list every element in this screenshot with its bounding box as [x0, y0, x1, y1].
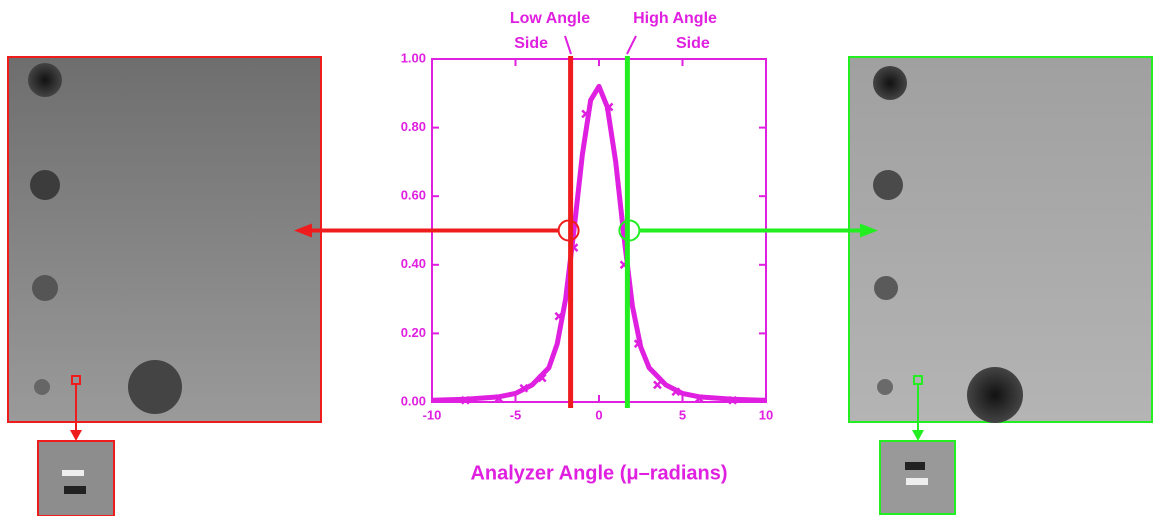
- data-point: [653, 380, 662, 390]
- data-point: [671, 387, 681, 397]
- data-point: [519, 383, 529, 393]
- y-tick-label: 1.00: [401, 50, 426, 65]
- data-point: [581, 109, 591, 119]
- curve: [431, 83, 767, 403]
- annotation-pointer: [626, 35, 637, 55]
- x-tick-label: 5: [679, 407, 686, 422]
- y-tick-label: 0.00: [401, 393, 426, 408]
- y-tick-label: 0.60: [401, 188, 426, 203]
- data-point: [633, 339, 643, 349]
- x-tick-label: -5: [510, 407, 522, 422]
- annotation: Low Angle: [510, 10, 590, 27]
- annotation: High Angle: [633, 10, 717, 27]
- annotation: Side: [514, 35, 548, 52]
- x-tick-label: 10: [759, 407, 773, 422]
- arrow-head: [294, 223, 312, 238]
- x-tick-label: 0: [595, 407, 602, 422]
- data-point: [537, 373, 547, 383]
- arrow-head: [860, 223, 878, 238]
- annotation: Side: [676, 35, 710, 52]
- right-image: [848, 56, 1153, 515]
- data-point: [494, 394, 504, 403]
- y-tick-label: 0.40: [401, 256, 426, 271]
- data-point: [728, 395, 737, 405]
- data-point: [554, 311, 564, 321]
- data-point: [604, 102, 614, 112]
- data-point: [694, 394, 704, 403]
- y-tick-label: 0.20: [401, 325, 426, 340]
- left-image: [7, 56, 322, 516]
- annotation-pointer: [564, 35, 572, 55]
- data-point: [461, 395, 470, 405]
- y-tick-label: 0.80: [401, 119, 426, 134]
- x-tick-label: -10: [423, 407, 442, 422]
- x-axis-label: Analyzer Angle (μ–radians): [470, 462, 727, 484]
